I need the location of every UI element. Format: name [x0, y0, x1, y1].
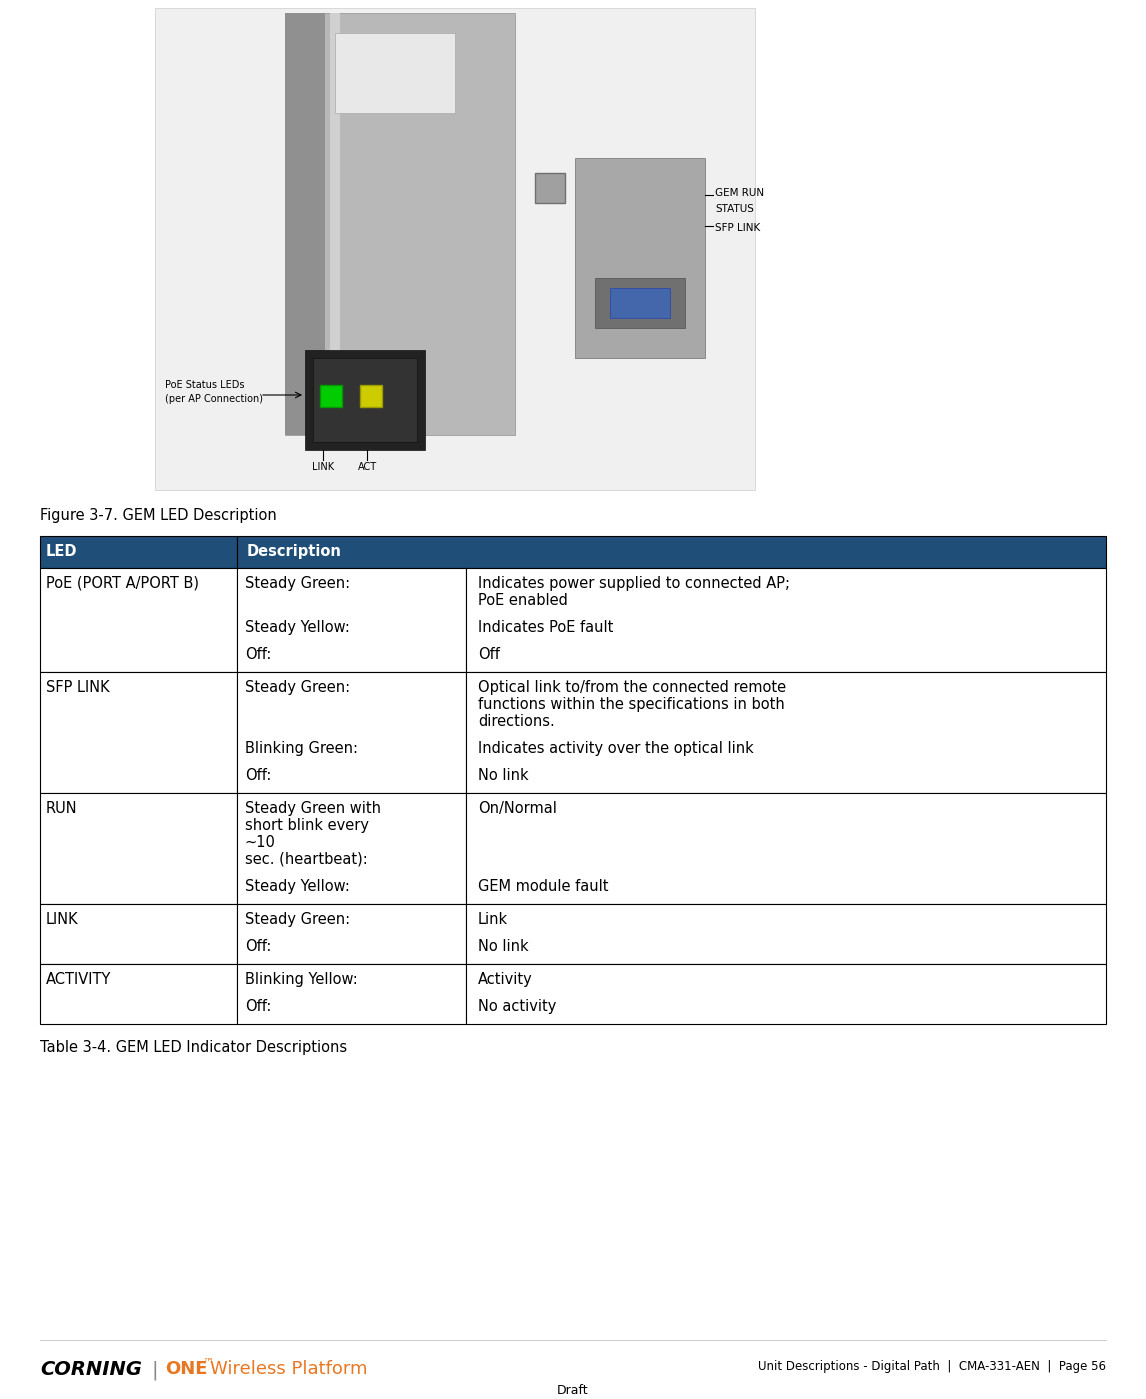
Bar: [335, 34, 455, 113]
Bar: [320, 385, 342, 407]
Text: Table 3-4. GEM LED Indicator Descriptions: Table 3-4. GEM LED Indicator Description…: [40, 1039, 347, 1055]
Text: (per AP Connection): (per AP Connection): [165, 395, 262, 404]
Text: Blinking Green:: Blinking Green:: [245, 741, 358, 755]
Text: GEM RUN: GEM RUN: [715, 187, 764, 199]
Bar: [40, 793, 237, 904]
Bar: [237, 536, 1106, 568]
Text: LINK: LINK: [46, 912, 79, 928]
Bar: [305, 350, 425, 450]
Text: LINK: LINK: [312, 462, 335, 471]
Bar: [285, 13, 325, 435]
Text: Off:: Off:: [245, 939, 272, 954]
Bar: [40, 904, 237, 964]
Text: Off:: Off:: [245, 768, 272, 783]
Text: Description: Description: [248, 544, 342, 560]
Text: Off: Off: [478, 646, 500, 662]
Bar: [40, 536, 237, 568]
Text: PoE (PORT A/PORT B): PoE (PORT A/PORT B): [46, 576, 199, 590]
Text: On/Normal: On/Normal: [478, 802, 557, 816]
Bar: [466, 904, 1106, 964]
Text: short blink every: short blink every: [245, 818, 369, 832]
Text: Steady Yellow:: Steady Yellow:: [245, 620, 350, 635]
Text: PoE Status LEDs: PoE Status LEDs: [165, 381, 244, 390]
Bar: [610, 288, 670, 318]
Text: LED: LED: [46, 544, 78, 560]
Bar: [237, 904, 466, 964]
Text: Link: Link: [478, 912, 508, 928]
Text: Activity: Activity: [478, 972, 533, 988]
Bar: [595, 278, 685, 327]
Text: Off:: Off:: [245, 646, 272, 662]
Text: functions within the specifications in both: functions within the specifications in b…: [478, 697, 785, 712]
Text: CORNING: CORNING: [40, 1360, 142, 1379]
Text: Steady Green with: Steady Green with: [245, 802, 380, 816]
Text: ™: ™: [202, 1358, 213, 1368]
Text: Optical link to/from the connected remote: Optical link to/from the connected remot…: [478, 680, 786, 695]
Text: ACT: ACT: [358, 462, 377, 471]
Bar: [237, 793, 466, 904]
Text: PoE enabled: PoE enabled: [478, 593, 568, 609]
Bar: [330, 13, 340, 435]
Text: Steady Green:: Steady Green:: [245, 912, 351, 928]
Bar: [535, 173, 565, 203]
Text: Indicates power supplied to connected AP;: Indicates power supplied to connected AP…: [478, 576, 790, 590]
Text: No activity: No activity: [478, 999, 556, 1014]
Text: No link: No link: [478, 768, 528, 783]
Text: |: |: [152, 1360, 158, 1379]
Bar: [466, 672, 1106, 793]
Text: No link: No link: [478, 939, 528, 954]
Bar: [466, 964, 1106, 1024]
Bar: [237, 568, 466, 672]
Bar: [285, 13, 515, 435]
Text: Blinking Yellow:: Blinking Yellow:: [245, 972, 358, 988]
Bar: [40, 672, 237, 793]
Text: Steady Yellow:: Steady Yellow:: [245, 879, 350, 894]
Bar: [575, 158, 705, 358]
Text: RUN: RUN: [46, 802, 78, 816]
Text: ONE: ONE: [165, 1360, 207, 1378]
Text: Indicates activity over the optical link: Indicates activity over the optical link: [478, 741, 754, 755]
Text: STATUS: STATUS: [715, 204, 754, 214]
Text: Off:: Off:: [245, 999, 272, 1014]
Bar: [313, 358, 417, 442]
Text: Unit Descriptions - Digital Path  |  CMA-331-AEN  |  Page 56: Unit Descriptions - Digital Path | CMA-3…: [758, 1360, 1106, 1372]
Text: ACTIVITY: ACTIVITY: [46, 972, 111, 988]
Text: Draft: Draft: [557, 1384, 589, 1398]
Text: sec. (heartbeat):: sec. (heartbeat):: [245, 852, 368, 867]
Text: SFP LINK: SFP LINK: [715, 222, 760, 234]
Bar: [237, 964, 466, 1024]
Text: ~10: ~10: [245, 835, 276, 851]
Text: SFP LINK: SFP LINK: [46, 680, 110, 695]
Text: Wireless Platform: Wireless Platform: [210, 1360, 368, 1378]
Bar: [466, 793, 1106, 904]
Bar: [466, 568, 1106, 672]
Bar: [360, 385, 382, 407]
Text: Indicates PoE fault: Indicates PoE fault: [478, 620, 613, 635]
Text: Figure 3-7. GEM LED Description: Figure 3-7. GEM LED Description: [40, 508, 276, 523]
Text: directions.: directions.: [478, 713, 555, 729]
Bar: [40, 964, 237, 1024]
Bar: [237, 672, 466, 793]
Text: Steady Green:: Steady Green:: [245, 576, 351, 590]
Bar: [40, 568, 237, 672]
Bar: [155, 8, 755, 490]
Text: Steady Green:: Steady Green:: [245, 680, 351, 695]
Text: GEM module fault: GEM module fault: [478, 879, 609, 894]
